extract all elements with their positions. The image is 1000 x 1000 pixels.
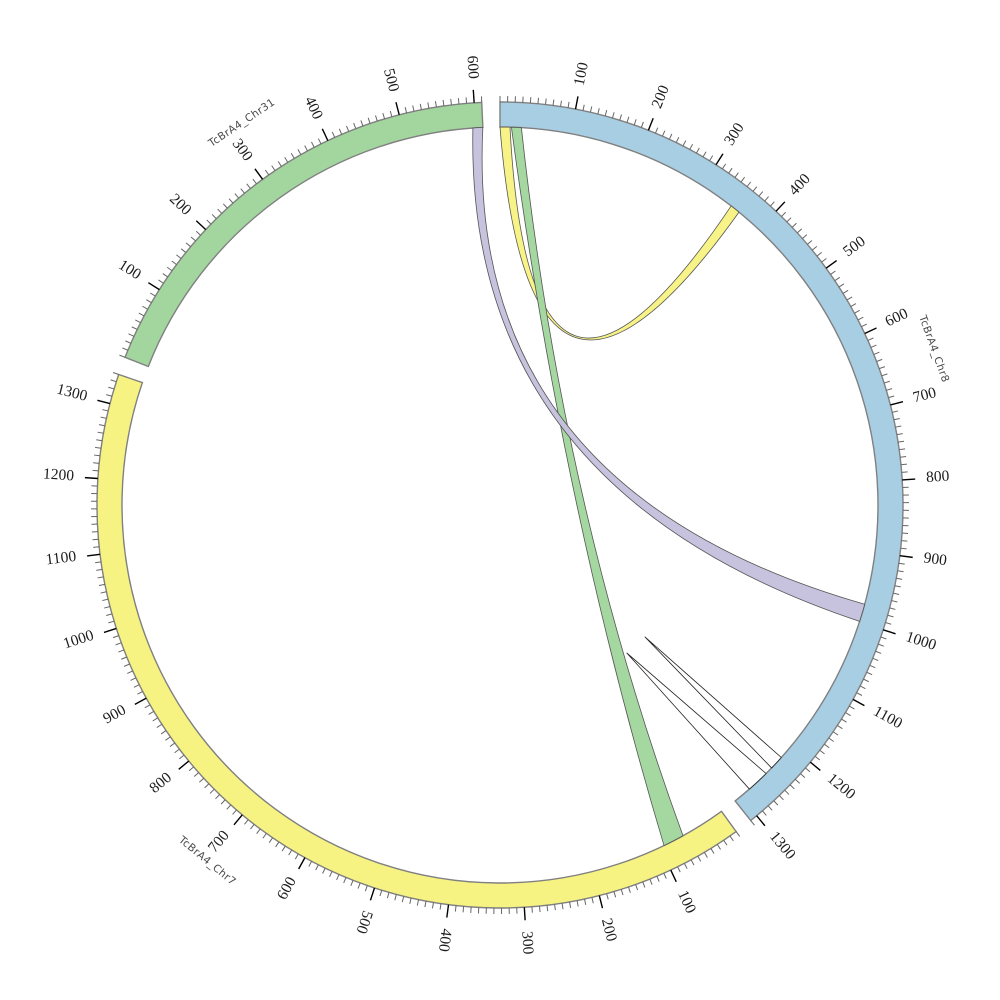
tick-label-TcBrA4_Chr8-300: 300 (721, 120, 748, 149)
chromosome-arc-TcBrA4_Chr31 (124, 101, 484, 368)
tick-label-TcBrA4_Chr7-1100: 1100 (45, 548, 78, 569)
tick-label-TcBrA4_Chr8-400: 400 (786, 170, 814, 199)
tick-label-TcBrA4_Chr8-500: 500 (840, 233, 869, 261)
chromosome-arc-TcBrA4_Chr7 (96, 373, 738, 909)
tick-label-TcBrA4_Chr7-600: 600 (274, 874, 300, 903)
tick-label-TcBrA4_Chr8-700: 700 (911, 384, 938, 406)
tick-label-TcBrA4_Chr8-600: 600 (882, 305, 910, 330)
major-ticks-TcBrA4_Chr7 (84, 399, 677, 921)
link-ribbons (472, 126, 866, 846)
tick-label-TcBrA4_Chr8-1300: 1300 (766, 828, 799, 863)
tick-label-TcBrA4_Chr31-500: 500 (380, 67, 402, 94)
tick-label-TcBrA4_Chr31-300: 300 (229, 136, 257, 165)
tick-label-TcBrA4_Chr7-200: 200 (598, 917, 620, 944)
chr8-to-chr7-ribbon (511, 126, 684, 846)
tick-label-TcBrA4_Chr7-100: 100 (674, 888, 699, 916)
minor-ticks-TcBrA4_Chr7 (91, 372, 741, 915)
major-ticks-TcBrA4_Chr8 (574, 96, 916, 827)
tick-label-TcBrA4_Chr31-200: 200 (166, 190, 195, 218)
chr8-thin-sliver-2 (626, 652, 767, 790)
tick-label-TcBrA4_Chr8-1100: 1100 (870, 703, 905, 733)
tick-label-TcBrA4_Chr7-900: 900 (100, 701, 129, 727)
tick-label-TcBrA4_Chr31-400: 400 (301, 94, 326, 123)
minor-ticks-TcBrA4_Chr8 (499, 96, 909, 826)
chr31-to-chr8-ribbon (472, 126, 866, 622)
tick-label-TcBrA4_Chr31-100: 100 (115, 256, 144, 283)
chromosome-TcBrA4_Chr7: 100 200 300 400 500 600 700 800 900 1000 1100 1200 1… (42, 372, 741, 955)
tick-label-TcBrA4_Chr8-1000: 1000 (904, 628, 939, 654)
chromosome-arc-TcBrA4_Chr8 (499, 101, 904, 822)
tick-label-TcBrA4_Chr8-900: 900 (923, 549, 948, 569)
tick-label-TcBrA4_Chr8-800: 800 (926, 468, 951, 486)
tick-label-TcBrA4_Chr8-1200: 1200 (824, 770, 859, 803)
chr8-internal-duplication-ribbon (499, 126, 740, 341)
tick-label-TcBrA4_Chr7-1000: 1000 (61, 627, 96, 653)
chromosome-label-TcBrA4_Chr8: TcBrA4_Chr8 (916, 313, 951, 384)
major-ticks-TcBrA4_Chr31 (148, 89, 475, 291)
tick-label-TcBrA4_Chr7-1200: 1200 (42, 465, 74, 484)
tick-label-TcBrA4_Chr7-1300: 1300 (55, 381, 90, 405)
tick-label-TcBrA4_Chr8-200: 200 (648, 83, 672, 111)
minor-ticks-TcBrA4_Chr31 (119, 96, 483, 358)
tick-label-TcBrA4_Chr7-500: 500 (353, 908, 376, 936)
tick-label-TcBrA4_Chr7-400: 400 (435, 928, 455, 953)
tick-label-TcBrA4_Chr7-700: 700 (205, 827, 233, 856)
tick-label-TcBrA4_Chr31-600: 600 (464, 55, 482, 80)
tick-label-TcBrA4_Chr8-100: 100 (571, 61, 592, 87)
tick-label-TcBrA4_Chr7-300: 300 (518, 931, 536, 955)
tick-label-TcBrA4_Chr7-800: 800 (146, 769, 175, 797)
chr8-thin-sliver-1 (644, 636, 782, 769)
